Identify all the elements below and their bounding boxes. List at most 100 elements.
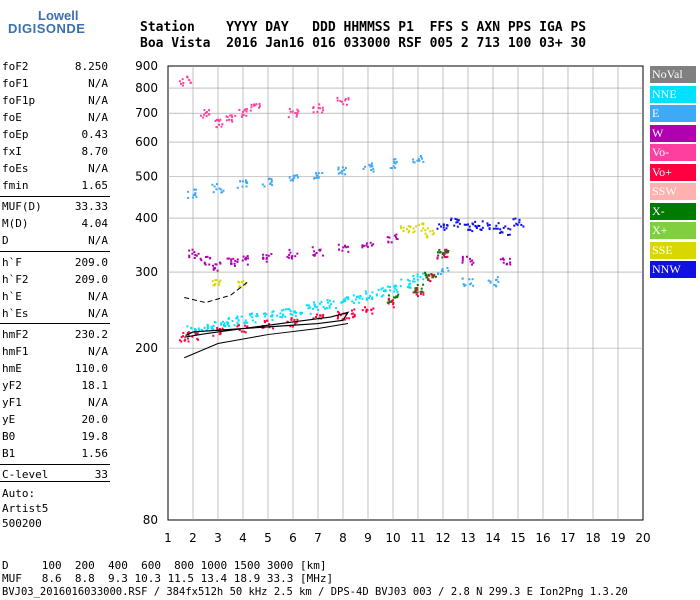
data-point-e (472, 284, 475, 287)
data-point-nne (284, 315, 287, 318)
data-point-vo (431, 276, 434, 279)
legend-item-x: X+ (650, 222, 696, 239)
data-point-w (212, 264, 215, 267)
data-point-w (206, 255, 209, 258)
data-point-nne (212, 324, 215, 327)
data-point-nne (314, 305, 317, 308)
data-point-vo (321, 106, 324, 109)
data-point-vo (187, 331, 190, 334)
data-point-nne (328, 299, 331, 302)
data-point-e (368, 163, 371, 166)
data-point-nnw (481, 226, 484, 229)
data-point-sse (420, 229, 423, 232)
data-point-vo (347, 98, 350, 101)
data-point-nnw (492, 227, 495, 230)
data-point-nne (291, 313, 294, 316)
data-point-vo (352, 316, 355, 319)
data-point-nne (206, 325, 209, 328)
param-value: N/A (88, 162, 108, 175)
data-point-w (361, 244, 364, 247)
data-point-nne (371, 296, 374, 299)
param-row-hf2: h`F2 209.0 (2, 273, 108, 290)
data-point-nne (377, 288, 380, 291)
data-point-vo (191, 335, 194, 338)
data-point-vo (416, 287, 419, 290)
data-point-vo (289, 325, 292, 328)
data-point-vo (215, 118, 218, 121)
data-point-w (219, 261, 222, 264)
data-point-x (413, 290, 416, 293)
data-point-w (241, 259, 244, 262)
param-row-b0: B0 19.8 (2, 430, 108, 447)
x-tick-label: 7 (314, 531, 322, 545)
data-point-vo (231, 120, 234, 123)
data-point-e (218, 187, 221, 190)
data-point-e (317, 172, 320, 175)
data-point-e (289, 179, 292, 182)
data-point-w (366, 245, 369, 248)
data-point-nne (328, 306, 331, 309)
sidebar-divider (0, 481, 110, 482)
param-value: N/A (88, 94, 108, 107)
param-value: 8.250 (74, 60, 108, 73)
param-name: foEp (2, 128, 29, 141)
data-point-e (422, 160, 425, 163)
data-point-sse (242, 280, 245, 283)
data-point-vo (422, 291, 425, 294)
param-value: 4.04 (81, 217, 109, 230)
data-point-vo (242, 113, 245, 116)
data-point-vo (226, 115, 229, 118)
data-point-nnw (481, 220, 484, 223)
data-point-nne (375, 294, 378, 297)
data-point-vo (220, 125, 223, 128)
data-point-e (411, 158, 414, 161)
data-point-vo (446, 255, 449, 258)
param-value: 8.70 (81, 145, 109, 158)
x-tick-label: 11 (410, 531, 425, 545)
param-name: foEs (2, 162, 29, 175)
logo-lowell: Lowell (38, 8, 79, 23)
data-point-nne (352, 301, 355, 304)
data-point-nne (361, 297, 364, 300)
data-point-vo (336, 317, 339, 320)
data-point-sse (237, 280, 240, 283)
data-point-e (463, 285, 466, 288)
data-point-sse (238, 284, 241, 287)
data-point-vo (295, 321, 298, 324)
data-point-nne (344, 297, 347, 300)
data-point-nne (201, 329, 204, 332)
data-point-nne (289, 310, 292, 313)
data-point-nne (195, 331, 198, 334)
data-point-vo (178, 80, 181, 83)
data-point-vo (371, 312, 374, 315)
data-point-sse (429, 230, 432, 233)
data-point-vo (370, 308, 373, 311)
data-point-vo (199, 114, 202, 117)
data-point-e (440, 269, 443, 272)
data-point-w (505, 263, 508, 266)
x-tick-label: 9 (364, 531, 372, 545)
data-point-e (441, 267, 444, 270)
data-point-w (215, 263, 218, 266)
data-point-w (361, 246, 364, 249)
param-value: N/A (88, 77, 108, 90)
data-point-e (494, 284, 497, 287)
data-point-e (212, 191, 215, 194)
legend-item-nnw: NNW (650, 261, 696, 278)
data-point-nne (210, 327, 213, 330)
data-point-sse (431, 229, 434, 232)
data-point-x (424, 273, 427, 276)
legend-item-x: X- (650, 202, 696, 220)
data-point-vo (345, 103, 348, 106)
data-point-sse (421, 222, 424, 225)
data-point-x (441, 256, 444, 259)
data-point-w (461, 257, 464, 260)
x-tick-label: 3 (214, 531, 222, 545)
data-point-e (270, 177, 273, 180)
data-point-nnw (474, 220, 477, 223)
data-point-vo (392, 303, 395, 306)
data-point-w (262, 257, 265, 260)
data-point-sse (215, 279, 218, 282)
data-point-vo (337, 310, 340, 313)
data-point-nne (226, 323, 229, 326)
